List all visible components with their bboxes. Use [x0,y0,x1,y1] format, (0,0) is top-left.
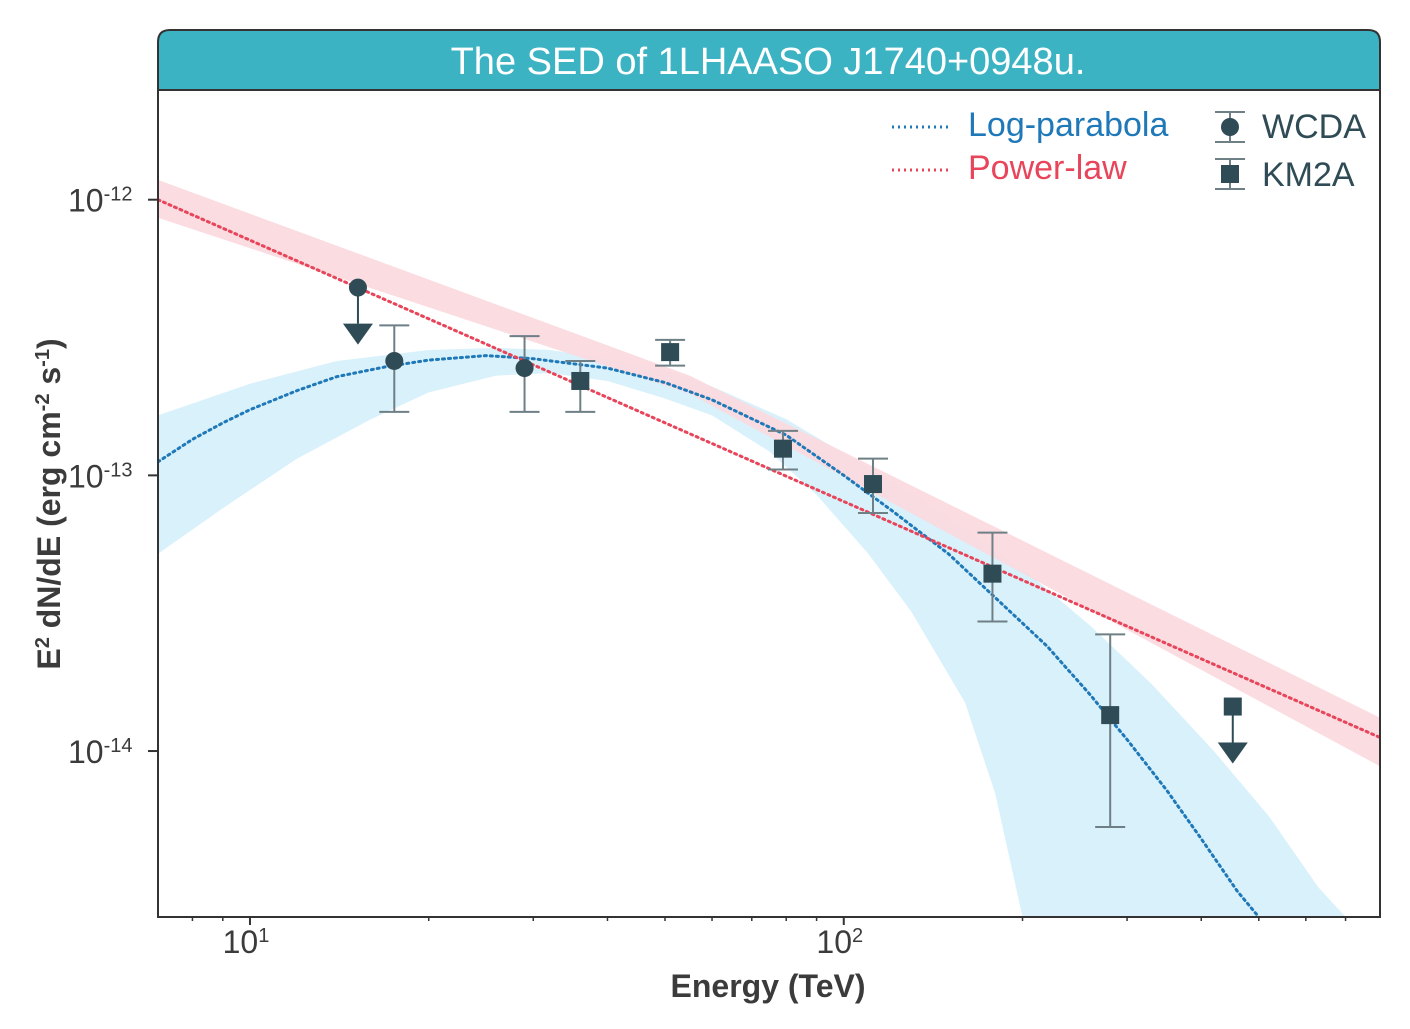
chart-title: The SED of 1LHAASO J1740+0948u. [451,41,1086,83]
km2a-marker [983,564,1002,583]
legend-square-marker [1221,165,1239,183]
km2a-upper-limit-arrow [1217,742,1248,764]
wcda-marker [348,278,367,297]
x-axis-label: Energy (TeV) [671,968,866,1004]
y-axis-label: E2 dN/dE (erg cm-2 s-1) [31,338,67,669]
title-banner [157,29,1381,91]
plot-frame [157,89,1381,918]
y-tick-label-1: 10-13 [68,458,133,494]
data-points [342,278,1248,829]
y-tick-label-0: 10-12 [68,183,133,219]
wcda-upper-limit-arrow [342,323,373,345]
km2a-marker [1223,697,1242,716]
km2a-point-5 [1095,633,1126,829]
km2a-point-4 [977,531,1008,623]
x-tick-label-1: 102 [816,924,863,960]
km2a-marker [773,439,792,458]
km2a-marker [1101,706,1120,725]
legend-powerlaw-label: Power-law [968,149,1127,187]
legend-km2a-marker [1215,158,1245,190]
axis-ticks: 101 102 10-12 10-13 10-14 [68,183,1347,960]
km2a-point-3 [857,457,888,515]
y-tick-label-2: 10-14 [68,734,133,770]
logparabola-curve [158,354,1261,917]
legend-circle-marker [1221,118,1239,136]
km2a-marker [571,371,590,390]
x-tick-label-0: 101 [223,924,270,960]
confidence-bands [158,179,1380,917]
logparabola-band [158,347,1346,917]
legend: Log-parabola Power-law WCDA KM2A [892,106,1366,194]
legend-km2a-label: KM2A [1262,156,1355,194]
powerlaw-band [158,179,1380,767]
legend-wcda-label: WCDA [1262,108,1366,146]
km2a-point-1 [655,338,686,367]
km2a-marker [863,475,882,494]
legend-logparabola-label: Log-parabola [968,106,1168,144]
km2a-point-2 [767,429,798,471]
wcda-point-0 [342,278,373,345]
km2a-point-0 [565,359,596,413]
wcda-marker [385,351,404,370]
km2a-marker [661,343,680,362]
wcda-marker [515,359,534,378]
km2a-point-6 [1217,697,1248,764]
wcda-point-1 [379,324,410,413]
wcda-point-2 [509,335,540,413]
legend-wcda-marker [1215,111,1245,143]
